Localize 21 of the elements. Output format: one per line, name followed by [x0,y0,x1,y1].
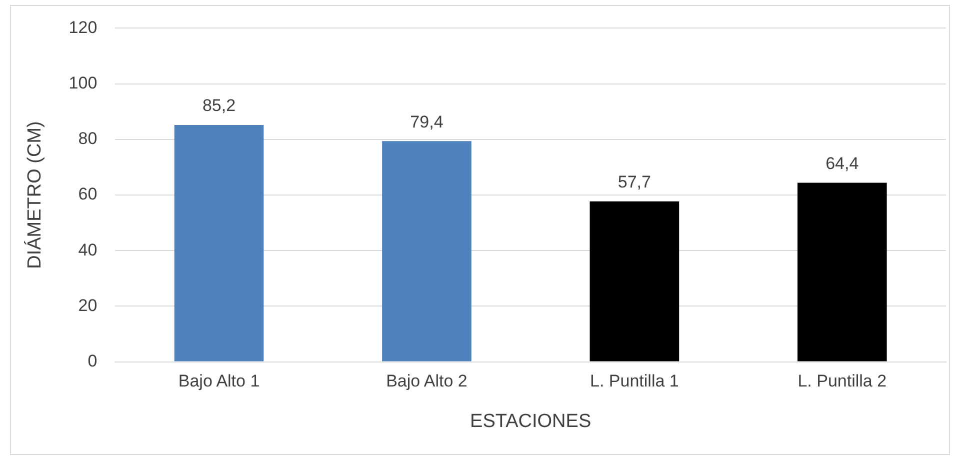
y-tick-label: 40 [78,240,98,260]
y-axis-title: DIÁMETRO (CM) [24,121,46,269]
bar [590,201,680,362]
bar [382,141,472,362]
y-tick-label: 80 [78,129,98,148]
bar [797,182,887,362]
data-label: 64,4 [826,154,859,173]
data-label: 57,7 [618,172,651,192]
data-label: 79,4 [410,112,444,132]
x-axis-title: ESTACIONES [470,410,592,432]
y-tick-label: 120 [68,18,98,37]
x-tick-label: Bajo Alto 2 [386,372,468,391]
y-tick-label: 100 [68,73,98,92]
data-label: 85,2 [202,96,236,116]
bar [174,124,264,362]
y-tick-label: 0 [88,351,98,370]
x-tick-label: Bajo Alto 1 [178,372,260,391]
y-tick-label: 60 [78,184,98,204]
y-tick-label: 20 [78,296,98,315]
x-tick-label: L. Puntilla 1 [590,372,679,391]
x-tick-label: L. Puntilla 2 [798,372,887,391]
